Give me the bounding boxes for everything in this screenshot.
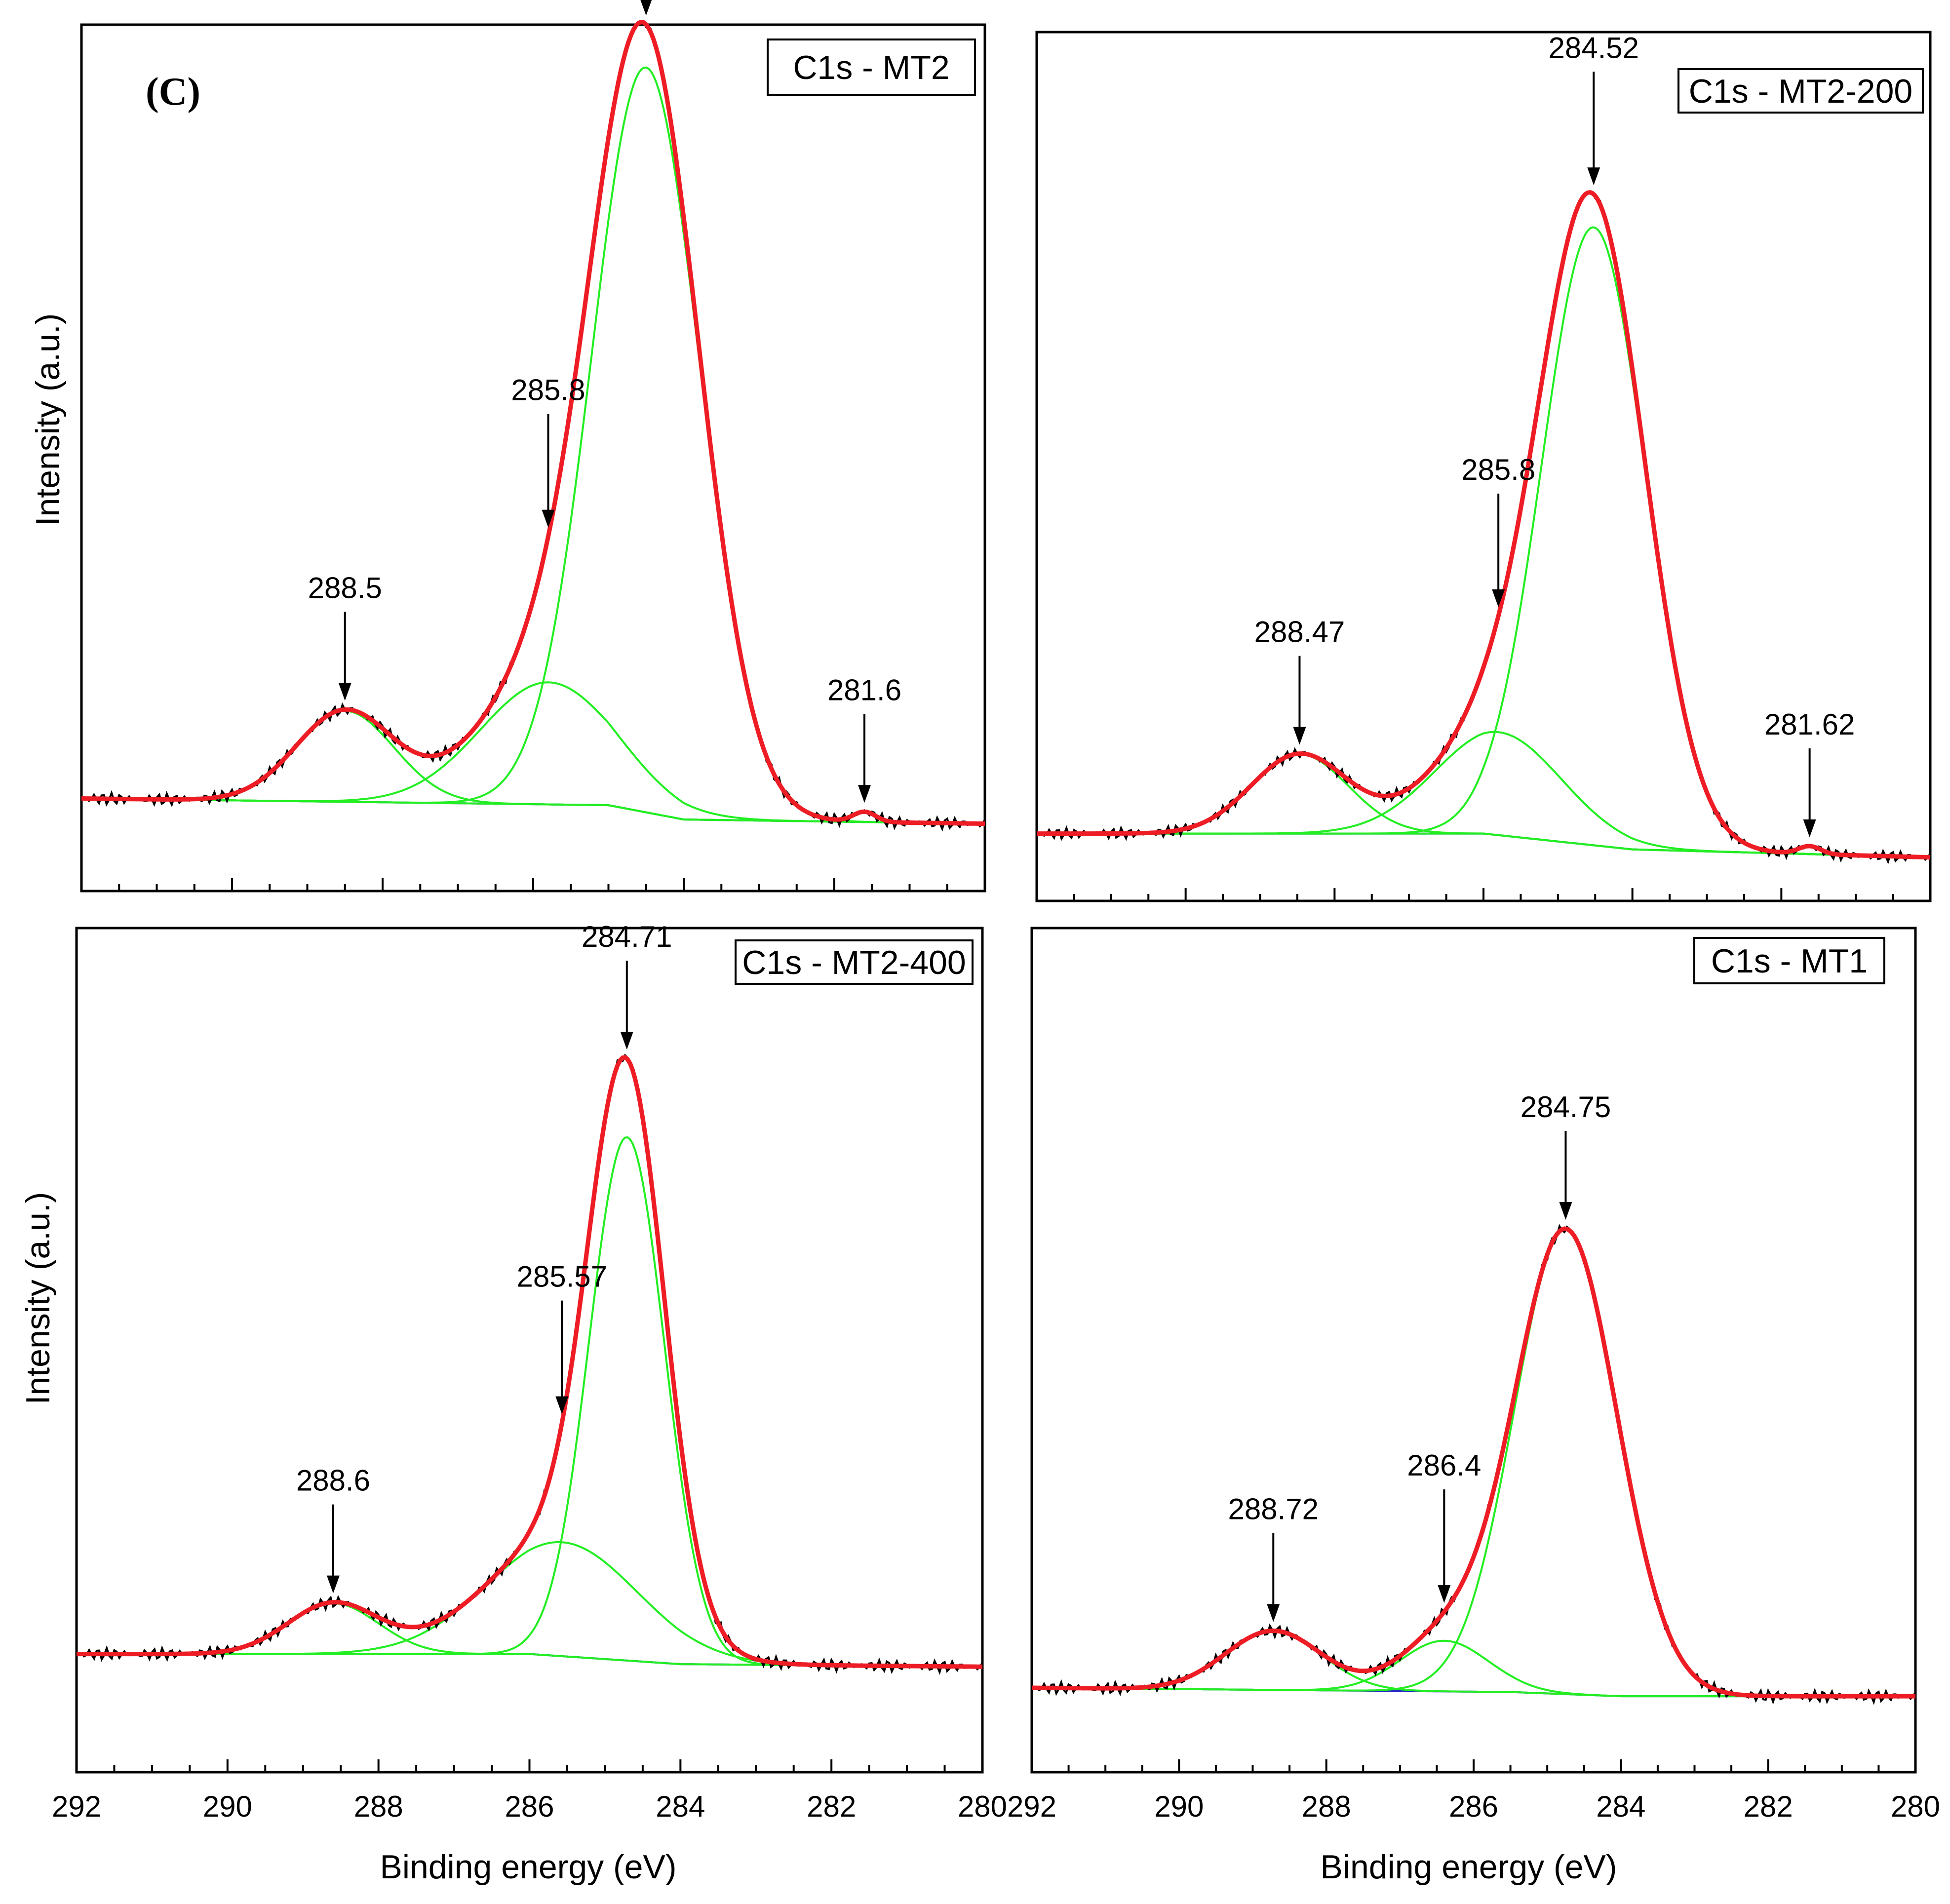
y-axis-label-bottom: Intensity (a.u.): [19, 1192, 57, 1405]
peak-label: 281.6: [827, 673, 901, 706]
peak-annotation: 281.62: [1764, 708, 1855, 837]
legend-box: [1677, 68, 1924, 114]
chart-panel-mt2: 288.5 285.8 284.5 281.6 C1s - MT2: [80, 0, 986, 893]
annotation-arrow-head: [1587, 167, 1600, 186]
y-axis-label-top: Intensity (a.u.): [29, 313, 67, 526]
legend-title: C1s - MT2-400: [742, 944, 966, 981]
annotation-arrow-head: [326, 1575, 340, 1593]
annotation-arrow-head: [555, 1396, 569, 1414]
annotation-arrow-head: [1559, 1202, 1572, 1220]
annotation-arrow-head: [542, 509, 555, 528]
legend-title: C1s - MT2-200: [1689, 73, 1912, 110]
x-tick-label: 282: [807, 1790, 856, 1823]
x-tick-label: 282: [1744, 1790, 1793, 1823]
x-tick-label: 286: [505, 1790, 554, 1823]
peak-annotation: 285.8: [511, 374, 585, 528]
x-tick-label: 280: [958, 1790, 1007, 1823]
peak-label: 288.47: [1254, 616, 1345, 649]
peak-annotation: 288.6: [296, 1464, 370, 1593]
peak-label: 285.8: [1461, 453, 1535, 486]
annotation-arrow-head: [1803, 819, 1816, 837]
x-tick-label: 284: [1596, 1790, 1645, 1823]
peak-annotation: 285.57: [516, 1260, 607, 1414]
peak-annotation: 285.8: [1461, 453, 1535, 607]
peak-label: 288.72: [1228, 1493, 1319, 1526]
peak-annotation: 284.52: [1548, 31, 1639, 186]
envelope-line: [77, 1055, 982, 1669]
chart-panel-mt1: 288.72 286.4 284.75 C1s - MT1: [1030, 927, 1917, 1774]
peak-label: 285.57: [516, 1260, 607, 1293]
legend-box: [767, 39, 976, 96]
legend-title: C1s - MT2: [793, 49, 949, 86]
envelope-line: [1037, 190, 1931, 860]
annotation-arrow-head: [1438, 1585, 1451, 1603]
peak-annotation: 284.5: [640, 0, 652, 16]
peak-label: 281.62: [1764, 708, 1855, 741]
x-tick-label: 284: [656, 1790, 705, 1823]
peak-label: 288.6: [296, 1464, 370, 1497]
panel-tag: (C): [146, 70, 200, 114]
chart-panel-mt2-400: 288.6 285.57 284.71 C1s - MT2-400: [75, 920, 984, 1774]
peak-annotation: 284.71: [582, 920, 672, 1050]
peak-annotation: 286.4: [1407, 1449, 1481, 1603]
x-tick-labels-left: 292 290 288 286 284 282 280: [52, 1790, 1007, 1823]
envelope-line: [81, 19, 985, 826]
peak-label: 284.75: [1521, 1090, 1611, 1124]
chart-panel-mt2-200: 288.47 285.8 284.52 281.62 C1s - MT2-200: [1035, 31, 1932, 902]
peak-label: 284.52: [1548, 31, 1639, 64]
annotation-arrow-head: [640, 0, 652, 16]
x-tick-label: 292: [1007, 1790, 1056, 1823]
x-tick-label: 288: [354, 1790, 403, 1823]
annotation-arrow-head: [338, 683, 351, 701]
peak-label: 288.5: [308, 571, 382, 604]
x-tick-label: 288: [1302, 1790, 1351, 1823]
annotation-arrow-head: [1492, 589, 1505, 607]
peak-label: 284.71: [582, 920, 672, 953]
legend-box: [1693, 937, 1885, 984]
annotation-arrow-head: [620, 1032, 633, 1050]
x-tick-label: 290: [1154, 1790, 1204, 1823]
x-tick-labels-right: 292 290 288 286 284 282 280: [1007, 1790, 1940, 1823]
peak-annotation: 288.47: [1254, 616, 1345, 745]
peak-annotation: 284.75: [1521, 1090, 1611, 1220]
x-axis-label-right: Binding energy (eV): [1320, 1848, 1617, 1886]
annotation-arrow-head: [858, 785, 871, 803]
peak-label: 285.8: [511, 374, 585, 407]
x-axis-label-left: Binding energy (eV): [380, 1848, 676, 1886]
peak-annotation: 281.6: [827, 673, 901, 803]
x-tick-label: 292: [52, 1790, 101, 1823]
legend-box: [735, 939, 974, 985]
legend-title: C1s - MT1: [1711, 942, 1868, 980]
peak-annotation: 288.5: [308, 571, 382, 701]
annotation-arrow-head: [1293, 727, 1306, 745]
x-tick-label: 286: [1449, 1790, 1498, 1823]
envelope-line: [1032, 1226, 1915, 1699]
peak-annotation: 288.72: [1228, 1493, 1319, 1622]
x-tick-label: 290: [203, 1790, 252, 1823]
peak-label: 286.4: [1407, 1449, 1481, 1482]
annotation-arrow-head: [1267, 1604, 1280, 1622]
x-tick-label: 280: [1891, 1790, 1940, 1823]
